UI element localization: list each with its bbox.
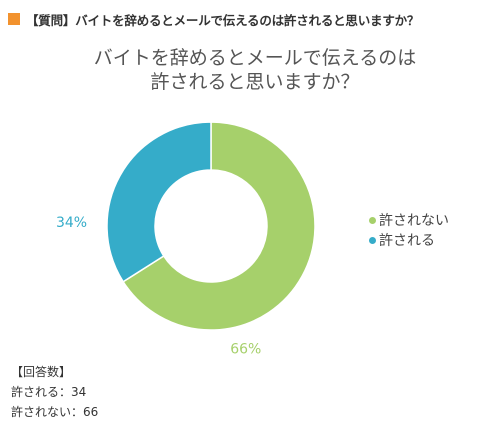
donut-slice-0[interactable] bbox=[122, 121, 316, 331]
legend-dot-icon bbox=[369, 236, 376, 244]
slice-percent-label-0: 66% bbox=[230, 341, 261, 357]
chart-title-line-2: 許されると思いますか？ bbox=[150, 71, 360, 93]
slice-percent-label-1: 34% bbox=[56, 215, 87, 231]
donut-slice-1[interactable] bbox=[106, 121, 212, 283]
chart-title-line-1: バイトを辞めるとメールで伝えるのは bbox=[93, 47, 417, 69]
legend-dot-icon bbox=[369, 216, 376, 224]
legend-label: 許される bbox=[379, 233, 435, 249]
summary-line-allowed: 許される：34 bbox=[11, 385, 87, 399]
legend-item-allowed[interactable]: 許される bbox=[369, 230, 449, 250]
chart-legend: 許されない 許される bbox=[369, 210, 449, 250]
question-header: 【質問】バイトを辞めるとメールで伝えるのは許されると思いますか？ bbox=[8, 9, 496, 29]
summary-heading: 【回答数】 bbox=[11, 365, 72, 379]
legend-item-not-allowed[interactable]: 許されない bbox=[369, 210, 449, 230]
orange-square-icon bbox=[8, 13, 20, 25]
legend-label: 許されない bbox=[379, 213, 449, 229]
summary-line-not-allowed: 許されない：66 bbox=[11, 405, 99, 419]
response-count-summary: 【回答数】 許される：34 許されない：66 bbox=[11, 362, 98, 422]
question-title: 【質問】バイトを辞めるとメールで伝えるのは許されると思いますか？ bbox=[26, 12, 420, 28]
